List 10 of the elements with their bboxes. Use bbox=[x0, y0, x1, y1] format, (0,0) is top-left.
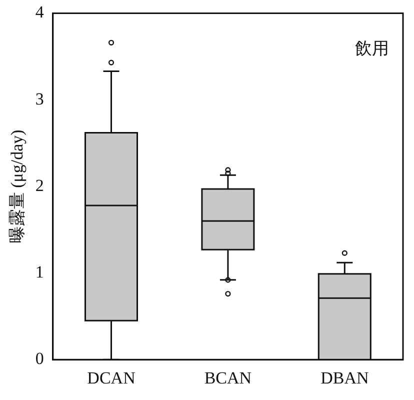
y-tick-label: 3 bbox=[35, 89, 44, 108]
x-tick-label: BCAN bbox=[204, 368, 252, 388]
y-tick-label: 1 bbox=[35, 262, 44, 282]
annotation: 飲用 bbox=[355, 39, 389, 60]
y-axis-title: 曝露量 (μg/day) bbox=[8, 130, 27, 244]
y-tick-label: 2 bbox=[35, 176, 44, 195]
x-tick-label: DBAN bbox=[320, 368, 369, 388]
x-tick-label: DCAN bbox=[87, 368, 136, 388]
y-tick-label: 4 bbox=[35, 2, 44, 22]
y-tick-label: 0 bbox=[35, 349, 44, 368]
